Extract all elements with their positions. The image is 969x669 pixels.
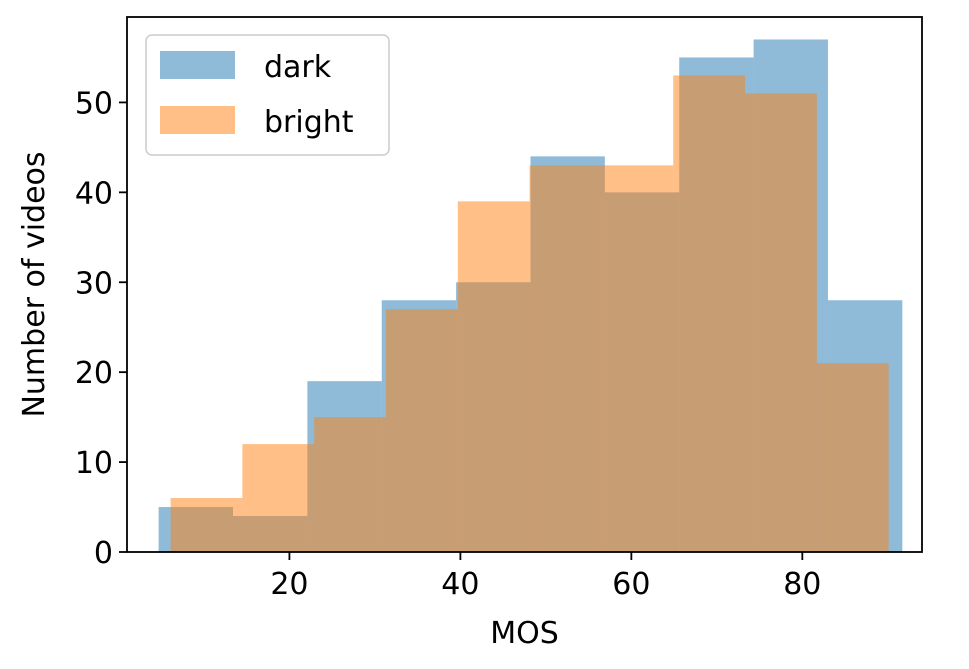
x-tick-label: 40: [441, 567, 479, 602]
bar-bright-0: [170, 498, 243, 552]
legend-label-bright: bright: [264, 105, 354, 140]
bar-bright-4: [457, 201, 530, 552]
y-tick-label: 40: [75, 176, 113, 211]
bar-bright-3: [386, 309, 458, 552]
y-axis-label: Number of videos: [17, 151, 52, 417]
legend-swatch-dark: [160, 51, 235, 79]
bar-bright-8: [745, 93, 817, 553]
bar-bright-2: [314, 417, 387, 552]
plot-area: [158, 39, 903, 553]
x-tick-label: 60: [612, 567, 650, 602]
legend-label-dark: dark: [264, 50, 332, 85]
bar-bright-1: [242, 444, 315, 552]
x-axis-label: MOS: [490, 616, 559, 651]
y-tick-label: 0: [94, 536, 113, 571]
legend: dark bright: [145, 34, 390, 156]
bar-bright-6: [601, 165, 674, 553]
y-axis: 0 10 20 30 40 50: [75, 86, 127, 571]
y-tick-label: 50: [75, 86, 113, 121]
x-axis: 20 40 60 80: [270, 552, 821, 602]
x-tick-label: 80: [783, 567, 821, 602]
y-tick-label: 20: [75, 356, 113, 391]
plot-frame: [126, 16, 923, 553]
y-tick-label: 30: [75, 266, 113, 301]
bar-bright-7: [673, 75, 746, 552]
bar-bright-9: [816, 363, 889, 552]
legend-swatch-bright: [160, 106, 235, 134]
x-tick-label: 20: [270, 567, 308, 602]
bar-bright-5: [529, 165, 602, 553]
y-tick-label: 10: [75, 446, 113, 481]
